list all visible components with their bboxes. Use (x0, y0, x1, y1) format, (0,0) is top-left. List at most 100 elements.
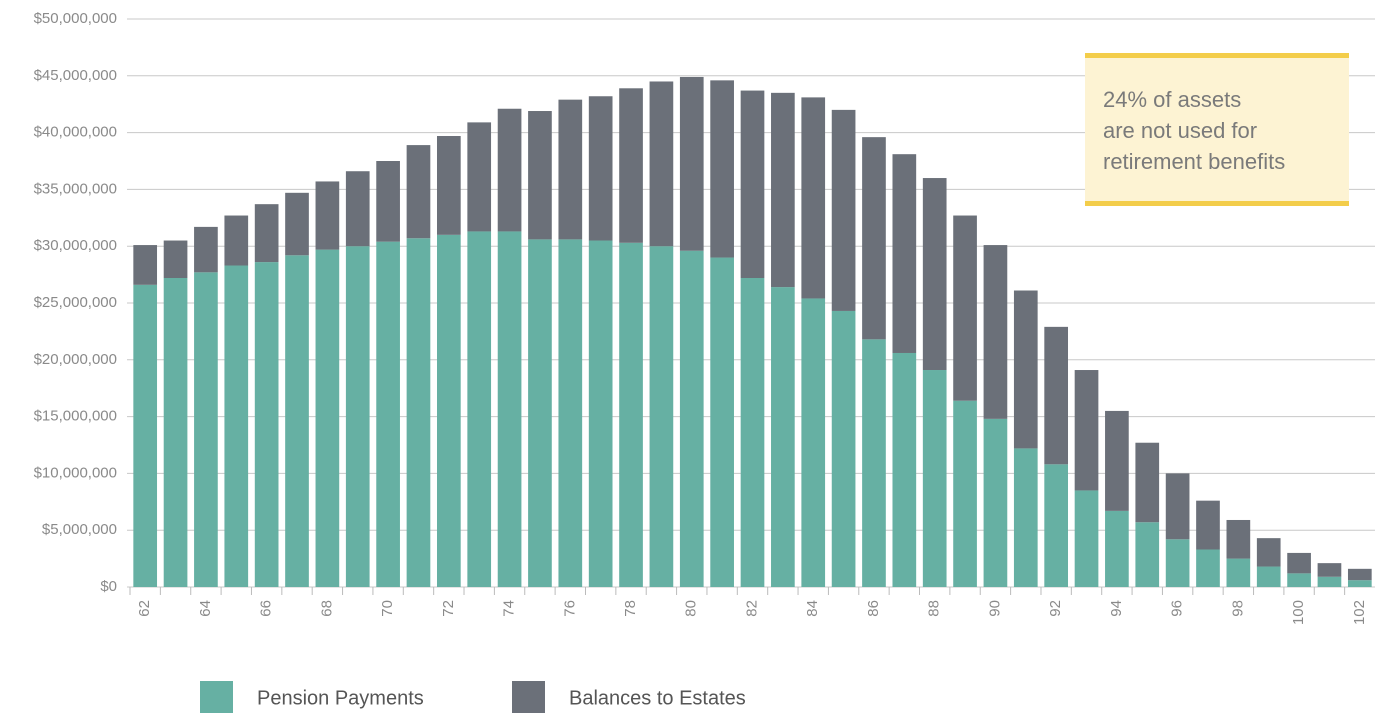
bar-segment (740, 90, 765, 279)
x-tick-label: 78 (622, 600, 639, 617)
bar-segment (1317, 576, 1342, 587)
bar-segment (679, 76, 704, 251)
bar-segment (1135, 442, 1160, 523)
x-tick-label: 80 (683, 600, 700, 617)
bar-segment (406, 238, 431, 588)
bar-segment (1105, 410, 1129, 511)
annotation-text: retirement benefits (1103, 149, 1285, 174)
bar-segment (315, 249, 340, 587)
bar-segment (862, 339, 886, 587)
bar-segment (558, 239, 583, 587)
bar-segment (588, 96, 613, 241)
y-tick-label: $50,000,000 (34, 10, 117, 27)
x-tick-label: 64 (197, 600, 214, 617)
y-tick-label: $45,000,000 (34, 67, 117, 84)
bar-segment (163, 278, 188, 587)
x-tick-label: 68 (318, 600, 335, 617)
bar-segment (1044, 464, 1069, 587)
bar-segment (679, 250, 704, 587)
bar-segment (467, 231, 492, 587)
bar-segment (710, 257, 734, 587)
bar-segment (1074, 370, 1099, 491)
bar-segment (953, 215, 977, 401)
bar-segment (1044, 326, 1069, 465)
bar-segment (436, 136, 461, 235)
legend-swatch (512, 681, 545, 713)
bar-segment (710, 80, 734, 258)
bar-segment (1287, 552, 1311, 574)
bar-segment (345, 171, 370, 247)
x-tick-label: 74 (501, 600, 518, 617)
annotation-box (1085, 55, 1349, 205)
annotation-border (1085, 53, 1349, 58)
bar-segment (801, 97, 826, 299)
y-tick-label: $25,000,000 (34, 294, 117, 311)
bar-segment (831, 310, 856, 587)
bar-segment (1287, 573, 1311, 587)
x-tick-label: 70 (379, 600, 396, 617)
bar-segment (740, 278, 765, 587)
bar-segment (194, 272, 218, 587)
x-tick-label: 84 (804, 600, 821, 617)
bar-segment (1074, 490, 1099, 587)
bar-segment (1226, 519, 1251, 559)
bar-segment (831, 109, 856, 311)
legend-swatch (200, 681, 233, 713)
bar-segment (983, 418, 1008, 587)
x-tick-label: 92 (1047, 600, 1064, 617)
bar-segment (254, 204, 279, 263)
bar-segment (1347, 568, 1372, 581)
bar-segment (619, 88, 643, 243)
bar-segment (376, 241, 400, 587)
bar-segment (649, 81, 674, 247)
bar-segment (224, 265, 249, 587)
bar-segment (649, 246, 674, 587)
bar-segment (285, 255, 309, 587)
bar-segment (1347, 580, 1372, 587)
bar-segment (497, 231, 522, 587)
bar-segment (771, 287, 795, 587)
bar-segment (588, 240, 613, 587)
y-tick-label: $40,000,000 (34, 124, 117, 141)
bar-segment (922, 370, 947, 587)
bar-segment (558, 99, 583, 240)
bar-segment (406, 145, 431, 239)
bar-segment (1165, 539, 1190, 587)
y-tick-label: $0 (100, 578, 117, 595)
bar-segment (376, 161, 400, 242)
bar-segment (528, 111, 552, 240)
bar-segment (1226, 558, 1251, 587)
bar-segment (1256, 538, 1281, 567)
bar-segment (619, 242, 643, 588)
bar-segment (953, 400, 977, 587)
annotation-border (1085, 201, 1349, 206)
x-tick-label: 88 (926, 600, 943, 617)
x-tick-label: 62 (136, 600, 153, 617)
x-tick-label: 100 (1290, 600, 1307, 625)
bar-segment (1135, 522, 1160, 587)
bar-segment (224, 215, 249, 266)
y-tick-label: $5,000,000 (42, 521, 117, 538)
y-tick-label: $35,000,000 (34, 180, 117, 197)
bar-segment (1165, 473, 1190, 540)
bar-segment (892, 352, 917, 587)
bar-segment (922, 178, 947, 371)
bar-segment (1196, 549, 1220, 587)
annotation-text: 24% of assets (1103, 87, 1241, 112)
bar-segment (1013, 448, 1038, 587)
bar-segment (1196, 500, 1220, 550)
bar-segment (254, 262, 279, 587)
bar-segment (285, 192, 309, 256)
bar-segment (1317, 563, 1342, 577)
x-tick-label: 94 (1108, 600, 1125, 617)
x-tick-label: 102 (1351, 600, 1368, 625)
bar-segment (771, 92, 795, 288)
bar-segment (801, 298, 826, 587)
x-tick-label: 86 (865, 600, 882, 617)
bar-segment (345, 246, 370, 587)
bar-segment (467, 122, 492, 232)
legend-label: Pension Payments (257, 687, 424, 709)
x-tick-label: 72 (440, 600, 457, 617)
bar-segment (892, 154, 917, 353)
